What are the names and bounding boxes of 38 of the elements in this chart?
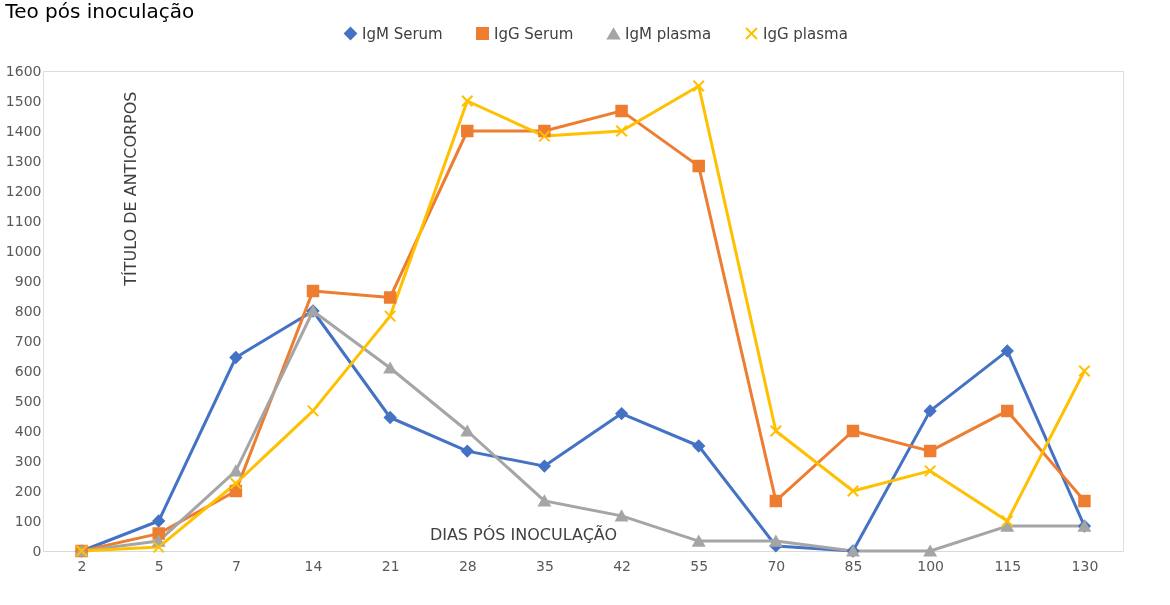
x-tick-label: 7 <box>231 557 241 574</box>
x-tick-label: 130 <box>1071 557 1099 574</box>
legend-label: IgM Serum <box>362 24 443 43</box>
y-tick-label: 300 <box>14 452 42 469</box>
y-tick-label: 1400 <box>5 122 42 139</box>
chart-title: Teo pós inoculação <box>4 0 195 23</box>
legend-label: IgG plasma <box>763 24 848 43</box>
x-tick-label: 100 <box>917 557 945 574</box>
x-tick-label: 28 <box>458 557 477 574</box>
x-tick-label: 70 <box>767 557 786 574</box>
x-tick-label: 85 <box>844 557 863 574</box>
y-tick-label: 1300 <box>5 152 42 169</box>
x-tick-label: 55 <box>690 557 709 574</box>
y-tick-label: 1600 <box>5 62 42 79</box>
legend-label: IgM plasma <box>625 24 712 43</box>
x-tick-label: 5 <box>154 557 164 574</box>
legend-label: IgG Serum <box>494 24 574 43</box>
y-tick-label: 700 <box>14 332 42 349</box>
x-tick-label: 35 <box>536 557 554 574</box>
y-tick-label: 400 <box>14 422 42 439</box>
x-tick-label: 2 <box>77 557 87 574</box>
y-tick-label: 1500 <box>5 92 42 109</box>
y-tick-label: 1200 <box>5 182 42 199</box>
y-axis-title: TÍTULO DE ANTICORPOS <box>120 91 140 287</box>
x-tick-label: 14 <box>304 557 323 574</box>
y-tick-label: 1100 <box>5 212 42 229</box>
y-tick-label: 800 <box>14 302 42 319</box>
y-tick-label: 1000 <box>5 242 42 259</box>
x-tick-label: 115 <box>994 557 1022 574</box>
y-tick-label: 0 <box>32 542 42 559</box>
y-tick-label: 100 <box>14 512 42 529</box>
x-tick-label: 21 <box>381 557 400 574</box>
y-tick-label: 600 <box>14 362 42 379</box>
y-tick-label: 500 <box>14 392 42 409</box>
x-tick-label: 42 <box>613 557 631 574</box>
x-axis-title: DIAS PÓS INOCULAÇÃO <box>429 524 618 544</box>
y-tick-label: 200 <box>14 482 42 499</box>
y-tick-label: 900 <box>14 272 42 289</box>
